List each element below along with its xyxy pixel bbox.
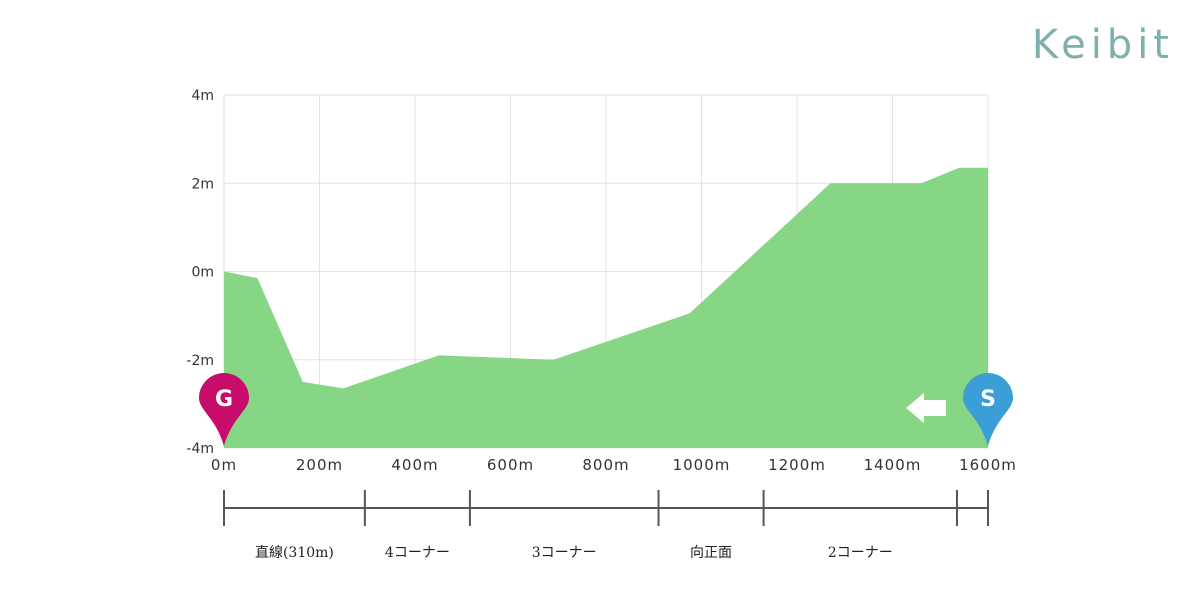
marker-pin-s [963, 373, 1013, 446]
segment-label-4: 2コーナー [828, 545, 893, 561]
y-tick-label-0: 4m [191, 88, 214, 104]
x-tick-label-7: 1400m [864, 456, 922, 474]
direction-arrow-icon [906, 393, 946, 423]
x-tick-label-6: 1200m [768, 456, 826, 474]
y-tick-label-3: -2m [186, 353, 214, 369]
segment-label-2: 3コーナー [532, 545, 597, 561]
segment-label-0: 直線(310m) [255, 544, 334, 561]
x-tick-label-1: 200m [296, 456, 343, 474]
segment-label-3: 向正面 [690, 545, 732, 561]
x-tick-label-3: 600m [487, 456, 534, 474]
x-tick-label-0: 0m [211, 456, 237, 474]
y-tick-label-4: -4m [186, 441, 214, 457]
marker-pin-g [199, 373, 249, 446]
x-tick-label-2: 400m [391, 456, 438, 474]
y-tick-label-2: 0m [191, 265, 214, 281]
marker-letter-g: G [215, 387, 233, 412]
marker-letter-s: S [980, 387, 996, 412]
x-axis: 0m 200m 400m 600m 800m 1000m 1200m 1400m 1600m [211, 456, 1017, 474]
y-axis: 4m 2m 0m -2m -4m [186, 88, 214, 457]
x-tick-label-5: 1000m [673, 456, 731, 474]
elevation-area [224, 167, 988, 448]
x-tick-label-8: 1600m [959, 456, 1017, 474]
course-segments: 直線(310m) 4コーナー 3コーナー 向正面 2コーナー [223, 490, 989, 561]
segment-label-1: 4コーナー [385, 545, 450, 561]
brand-logo: Keibit [1031, 22, 1174, 68]
x-tick-label-4: 800m [582, 456, 629, 474]
elevation-area-layer [224, 167, 988, 448]
y-tick-label-1: 2m [191, 176, 214, 192]
